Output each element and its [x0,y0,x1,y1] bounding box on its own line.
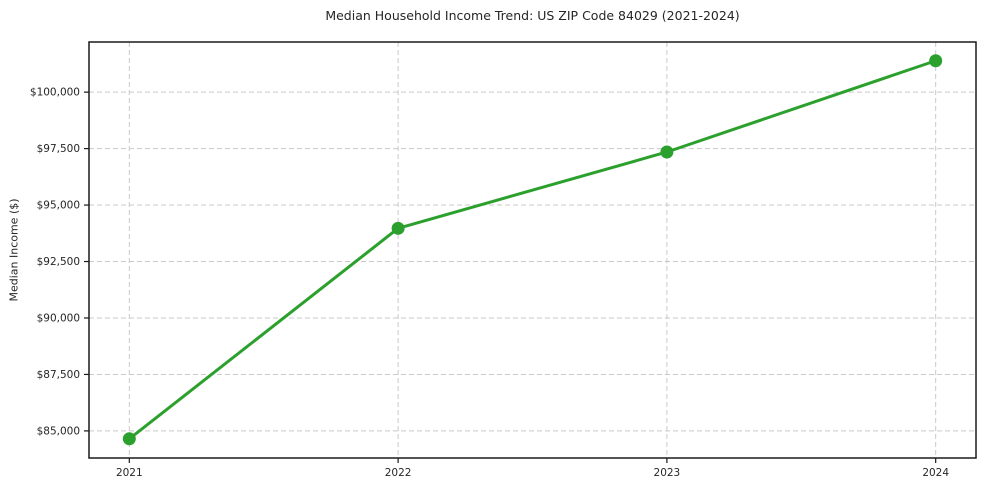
y-tick-label: $85,000 [37,425,80,437]
x-tick-label: 2021 [116,467,143,479]
chart-title: Median Household Income Trend: US ZIP Co… [325,8,740,23]
data-line [127,59,938,441]
y-tick-label: $90,000 [37,312,80,324]
x-tick-label: 2024 [922,467,949,479]
y-tick-label: $87,500 [37,369,80,381]
y-tick-label: $92,500 [37,256,80,268]
plot-area [88,41,977,459]
data-point [122,432,136,446]
y-axis-label: Median Income ($) [7,198,21,302]
x-tick-label: 2022 [385,467,412,479]
data-point [660,145,674,159]
y-tick-label: $100,000 [30,87,80,99]
x-tick-label: 2023 [654,467,681,479]
data-point [391,221,405,235]
y-tick-label: $95,000 [37,200,80,212]
y-tick-label: $97,500 [37,143,80,155]
data-point [929,54,943,68]
